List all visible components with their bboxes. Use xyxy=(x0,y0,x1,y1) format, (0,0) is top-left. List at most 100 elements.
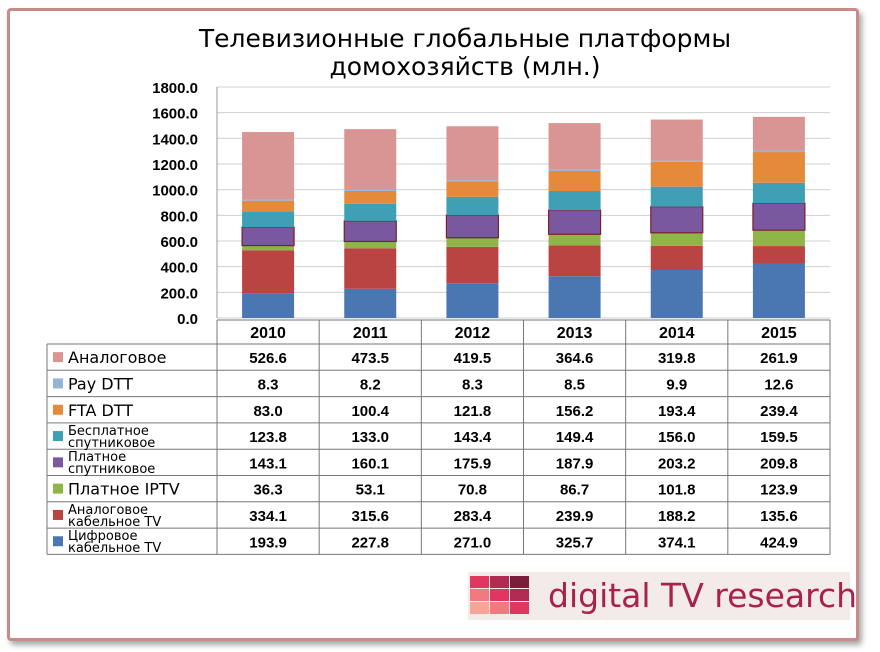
bar-segment xyxy=(242,293,295,318)
bar-segment xyxy=(752,246,805,264)
table-value: 8.3 xyxy=(258,376,279,393)
table-value: 209.8 xyxy=(760,455,798,472)
table-value: 100.4 xyxy=(351,403,389,420)
table-value: 283.4 xyxy=(454,508,492,525)
table-value: 473.5 xyxy=(351,350,389,367)
bars xyxy=(241,116,806,318)
table-value: 121.8 xyxy=(454,403,492,420)
bar-segment xyxy=(242,199,295,201)
data-table: 2010 2011 2012 2013 2014 2015 Аналоговое 526.6 4… xyxy=(46,319,831,556)
bar-segment xyxy=(242,250,295,294)
y-tick-label: 1400.0 xyxy=(152,131,198,148)
table-value: 203.2 xyxy=(658,455,696,472)
bar-segment xyxy=(650,206,704,234)
bar-segment xyxy=(548,123,601,170)
bar-segment xyxy=(344,189,397,191)
bar-segment xyxy=(650,161,703,187)
table-value: 101.8 xyxy=(658,482,696,499)
y-tick-label: 800.0 xyxy=(160,208,198,225)
bar-segment xyxy=(752,150,805,153)
category-label: 2015 xyxy=(761,325,797,342)
bar-segment xyxy=(344,241,397,249)
logo-tile xyxy=(470,602,489,614)
bar-segment xyxy=(242,132,295,200)
category-label: 2011 xyxy=(353,325,388,342)
table-value: 188.2 xyxy=(658,508,696,525)
chart-title-line1: Телевизионные глобальные платформы xyxy=(198,24,732,53)
chart-title-line2: домохозяйств (млн.) xyxy=(329,52,601,81)
table-value: 193.9 xyxy=(249,534,287,551)
table-value: 123.9 xyxy=(760,482,798,499)
bar-segment xyxy=(548,191,601,211)
bar-segment xyxy=(650,232,703,246)
legend-label: кабельное TV xyxy=(68,541,161,556)
legend-swatch xyxy=(53,352,63,363)
y-axis-ticks: 1800.0 1600.0 1400.0 1200.0 1000.0 800.0 600.0… xyxy=(152,80,198,328)
bar-segment xyxy=(344,203,397,221)
y-tick-label: 0.0 xyxy=(177,311,198,328)
table-value: 12.6 xyxy=(764,376,793,393)
table-value: 419.5 xyxy=(454,350,492,367)
bar-segment xyxy=(548,170,601,192)
chart-title: Телевизионные глобальные платформы домох… xyxy=(120,25,810,81)
bar-segment xyxy=(446,283,499,318)
category-label: 2012 xyxy=(455,325,491,342)
bar-segment xyxy=(650,119,703,161)
table-value: 83.0 xyxy=(253,403,282,420)
table-value: 364.6 xyxy=(556,350,594,367)
category-label: 2013 xyxy=(557,325,593,342)
table-value: 156.0 xyxy=(658,429,696,446)
logo-tile xyxy=(470,589,489,601)
table-value: 526.6 xyxy=(249,350,287,367)
logo-tile xyxy=(470,576,489,588)
bar-segment xyxy=(242,200,295,212)
legend-label: спутниковое xyxy=(68,462,155,477)
y-tick-label: 1600.0 xyxy=(152,106,198,123)
logo-tile xyxy=(490,602,509,614)
logo-tile xyxy=(510,589,529,601)
table-value: 175.9 xyxy=(454,455,492,472)
legend-swatch xyxy=(53,483,63,494)
legend-swatch xyxy=(53,404,63,415)
table-value: 334.1 xyxy=(249,508,287,525)
table-value: 160.1 xyxy=(351,455,389,472)
legend-label: Аналоговое xyxy=(68,503,148,518)
table-value: 8.2 xyxy=(360,376,381,393)
slide-frame xyxy=(7,8,859,641)
bar-segment xyxy=(344,288,397,318)
legend-label: Цифровое xyxy=(68,529,137,544)
bar-segment xyxy=(650,160,703,162)
table-value: 9.9 xyxy=(666,376,687,393)
table-value: 159.5 xyxy=(760,429,798,446)
y-tick-label: 200.0 xyxy=(160,285,198,302)
table-value: 315.6 xyxy=(351,508,389,525)
bar-segment xyxy=(548,276,601,318)
y-tick-label: 1200.0 xyxy=(152,157,198,174)
bar-segment xyxy=(752,263,805,318)
legend-label: Платное xyxy=(68,450,126,465)
logo-tile xyxy=(510,576,529,588)
table-value: 239.4 xyxy=(760,403,798,420)
legend-swatch xyxy=(53,509,63,520)
legend-label: Бесплатное xyxy=(68,424,149,439)
bar-segment xyxy=(547,209,602,235)
table-value: 149.4 xyxy=(556,429,594,446)
y-tick-label: 1800.0 xyxy=(152,80,198,97)
table-value: 187.9 xyxy=(556,455,594,472)
y-tick-label: 600.0 xyxy=(160,234,198,251)
table-value: 271.0 xyxy=(454,534,492,551)
bar-segment xyxy=(344,129,397,190)
bar-segment xyxy=(445,214,500,239)
table-value: 374.1 xyxy=(658,534,696,551)
table-value: 143.4 xyxy=(454,429,492,446)
legend-label: спутниковое xyxy=(68,436,155,451)
bar-segment xyxy=(650,186,703,207)
bar-segment xyxy=(241,226,295,247)
table-value: 156.2 xyxy=(556,403,594,420)
bar-segment xyxy=(752,182,805,204)
legend-swatch xyxy=(53,536,63,547)
bar-segment xyxy=(548,245,601,277)
bar-segment xyxy=(344,248,397,289)
legend-label: Платное IPTV xyxy=(68,480,180,499)
